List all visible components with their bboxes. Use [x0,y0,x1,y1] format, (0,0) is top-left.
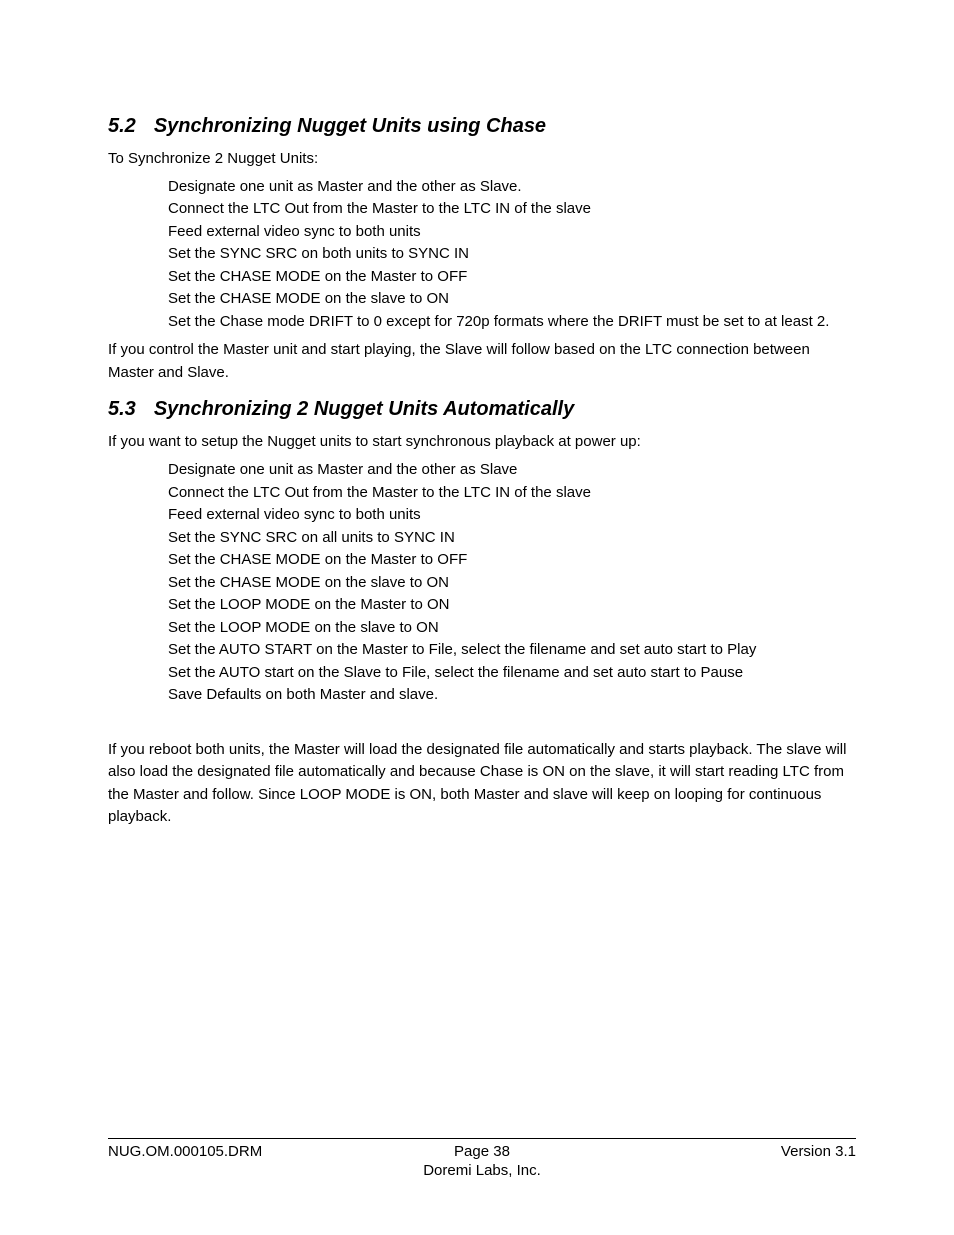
section-5-3-title: Synchronizing 2 Nugget Units Automatical… [154,398,574,420]
footer-page-number: Page 38 [357,1143,606,1160]
step-item: Feed external video sync to both units [168,504,856,527]
step-item: Set the CHASE MODE on the Master to OFF [168,549,856,572]
step-item: Set the AUTO START on the Master to File… [168,639,856,662]
footer-company: Doremi Labs, Inc. [108,1162,856,1179]
section-5-3-heading: 5.3 Synchronizing 2 Nugget Units Automati… [108,398,856,421]
step-item: Connect the LTC Out from the Master to t… [168,198,856,221]
document-page: 5.2 Synchronizing Nugget Units using Chas… [0,0,954,1235]
step-item: Feed external video sync to both units [168,221,856,244]
step-item: Set the LOOP MODE on the slave to ON [168,617,856,640]
footer-rule [108,1138,856,1139]
step-item: Set the Chase mode DRIFT to 0 except for… [168,311,856,334]
footer-row: NUG.OM.000105.DRM Page 38 Version 3.1 [108,1143,856,1160]
step-item: Set the CHASE MODE on the slave to ON [168,572,856,595]
section-5-2-intro: To Synchronize 2 Nugget Units: [108,148,856,170]
step-item: Set the AUTO start on the Slave to File,… [168,662,856,685]
step-item: Set the SYNC SRC on both units to SYNC I… [168,243,856,266]
step-item: Set the LOOP MODE on the Master to ON [168,594,856,617]
section-5-3-steps: Designate one unit as Master and the oth… [168,459,856,707]
page-footer: NUG.OM.000105.DRM Page 38 Version 3.1 Do… [108,1138,856,1179]
step-item: Save Defaults on both Master and slave. [168,684,856,707]
section-5-2-number: 5.2 [108,115,136,138]
step-item: Connect the LTC Out from the Master to t… [168,482,856,505]
step-item: Set the SYNC SRC on all units to SYNC IN [168,527,856,550]
section-5-2-closing: If you control the Master unit and start… [108,339,856,384]
step-item: Set the CHASE MODE on the slave to ON [168,288,856,311]
section-5-3-intro: If you want to setup the Nugget units to… [108,431,856,453]
step-item: Designate one unit as Master and the oth… [168,459,856,482]
section-5-3-number: 5.3 [108,398,136,421]
step-item: Set the CHASE MODE on the Master to OFF [168,266,856,289]
section-5-2-heading: 5.2 Synchronizing Nugget Units using Chas… [108,115,856,138]
footer-doc-id: NUG.OM.000105.DRM [108,1143,357,1160]
section-5-2-steps: Designate one unit as Master and the oth… [168,176,856,334]
section-5-3-closing: If you reboot both units, the Master wil… [108,739,856,829]
step-item: Designate one unit as Master and the oth… [168,176,856,199]
section-5-2-title: Synchronizing Nugget Units using Chase [154,115,546,137]
footer-version: Version 3.1 [607,1143,856,1160]
